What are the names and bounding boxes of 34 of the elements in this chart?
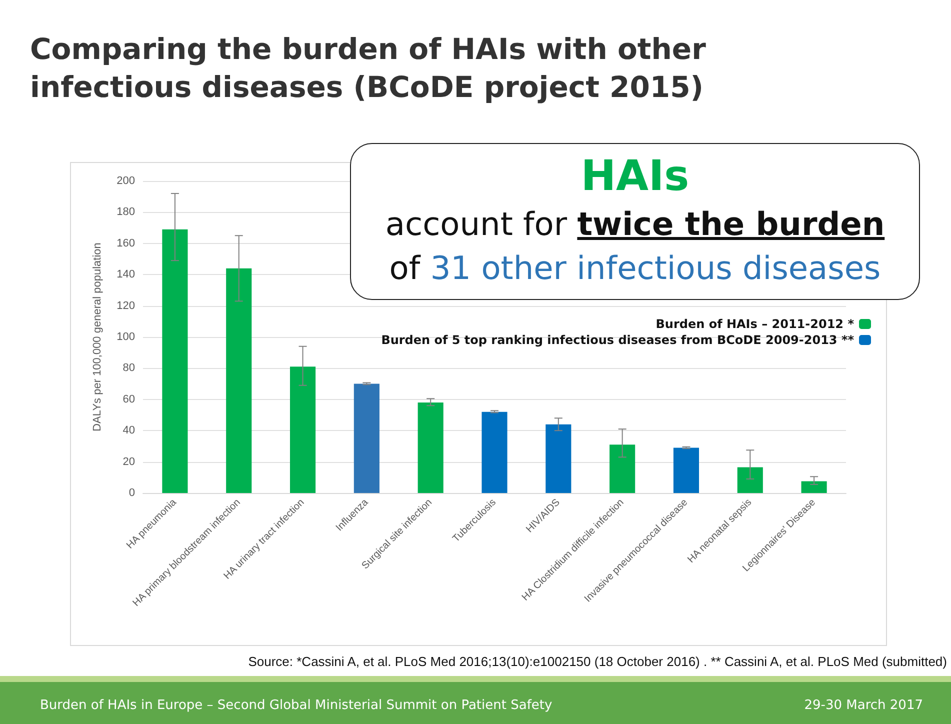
bar [226,268,252,493]
y-tick-label: 120 [116,300,135,312]
bar [354,384,380,493]
bar [737,467,763,493]
legend-label: Burden of 5 top ranking infectious diseases from BCoDE 2009-2013 ** [381,333,855,347]
y-tick-label: 0 [128,487,135,499]
y-tick-label: 160 [116,237,135,250]
y-axis-title: DALYs per 100,000 general population [92,242,104,432]
y-tick-label: 180 [116,206,135,218]
annotation: account for [385,205,568,243]
text: 29-30 March 2017 [804,698,923,713]
y-tick-label: 140 [116,268,135,281]
bar [482,412,508,493]
annotation: HAIs [580,150,690,202]
bar [610,444,636,493]
text: Burden of HAIs in Europe – Second Global Ministerial Summit on Patient Safety [40,698,552,713]
bar [162,229,188,493]
y-tick-label: 80 [122,362,135,374]
y-tick-label: 40 [122,424,135,437]
bar [290,366,316,493]
y-tick-label: 200 [116,175,135,187]
bar [801,481,827,493]
y-tick-label: 60 [122,393,135,406]
annotation: twice the burden [577,205,885,243]
annotation: of [389,249,420,287]
y-tick-label: 100 [116,331,135,343]
bar [546,424,572,493]
bar [673,448,700,493]
annotation: 31 other infectious diseases [430,249,881,287]
legend-label: Burden of HAIs – 2011-2012 * [656,317,855,331]
source-note: Source: *Cassini A, et al. PLoS Med 2016;13(10):e1002150 (18 October 2016) . ** Cassini A, et al. PLoS Med (submitted) [248,654,947,669]
y-tick-label: 20 [122,456,135,468]
bar [418,402,444,493]
chart-title: Comparing the burden of HAIs with other infectious diseases (BCoDE project 2015) [30,31,707,106]
